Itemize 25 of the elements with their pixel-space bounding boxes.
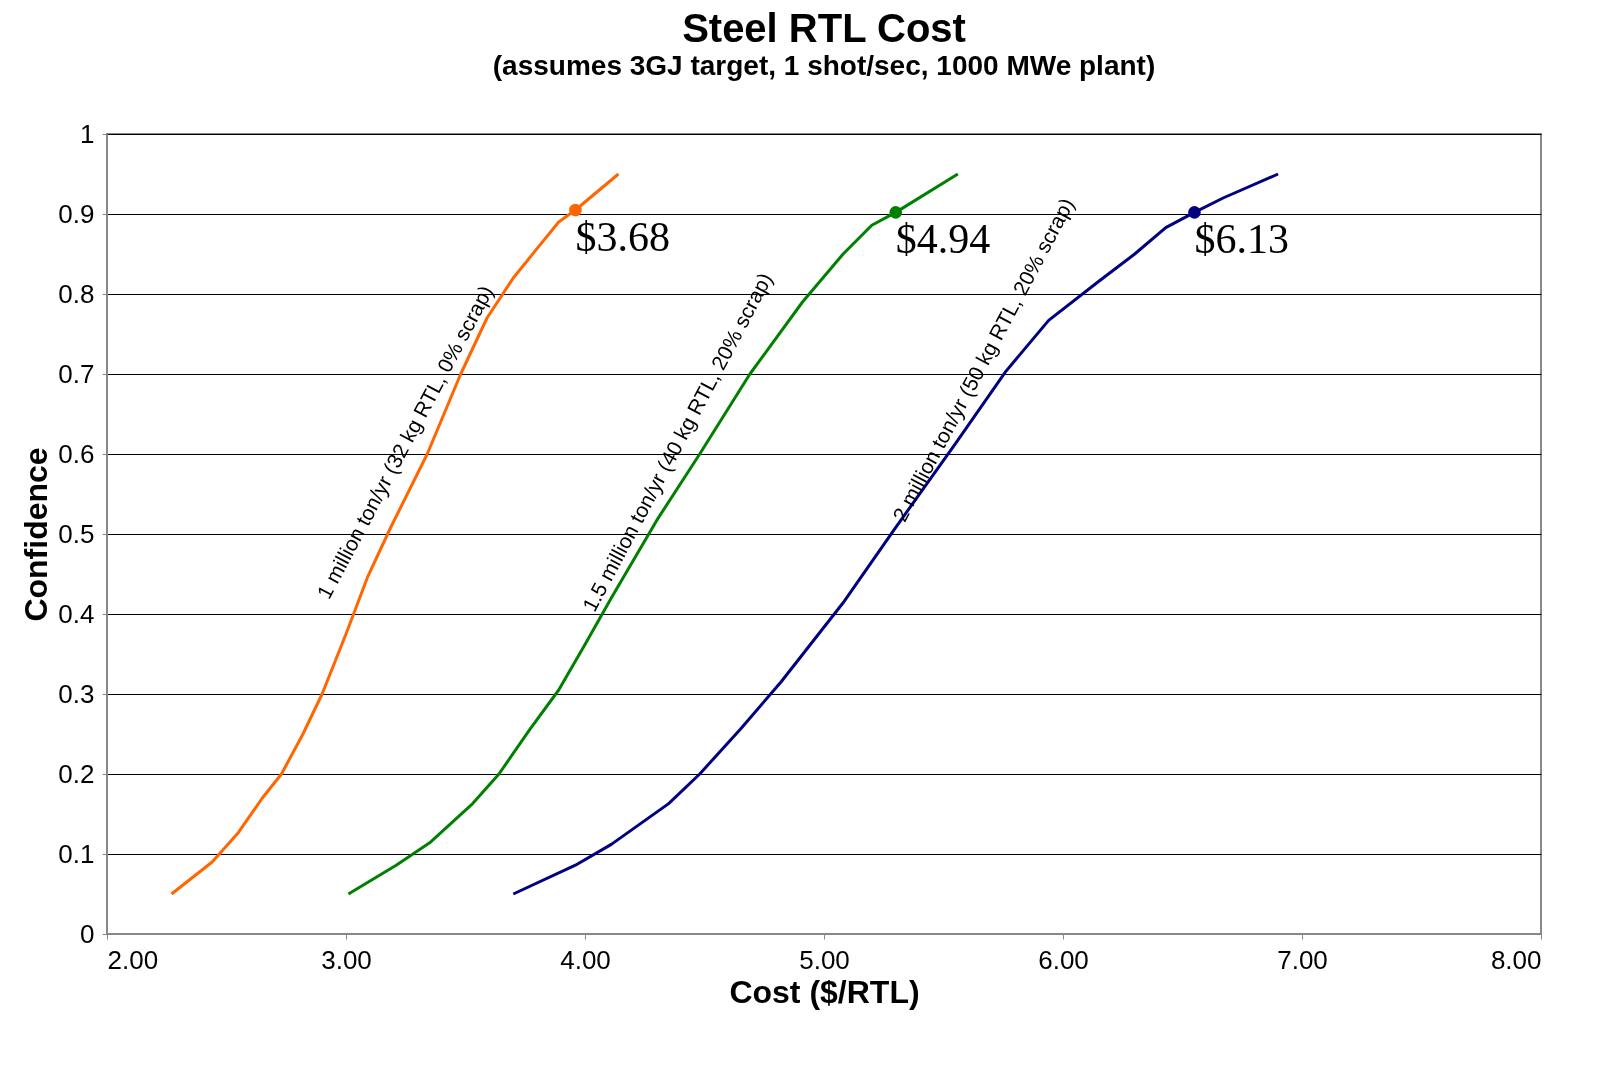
y-tick-label: 1 xyxy=(80,118,95,149)
y-tick-label: 0.9 xyxy=(58,198,95,229)
x-tick-label: 4.00 xyxy=(560,944,611,975)
y-tick-label: 0.1 xyxy=(58,838,95,869)
chart-title: Steel RTL Cost xyxy=(682,6,966,50)
y-tick-label: 0.4 xyxy=(58,598,95,629)
y-tick-label: 0.5 xyxy=(58,518,95,549)
chart-subtitle: (assumes 3GJ target, 1 shot/sec, 1000 MWe plant) xyxy=(492,50,1156,81)
y-axis-title: Confidence xyxy=(18,447,55,622)
annotation: $3.68 xyxy=(575,214,670,260)
x-axis-title: Cost ($/RTL) xyxy=(729,973,920,1010)
y-tick-label: 0.2 xyxy=(58,758,95,789)
y-tick-label: 0 xyxy=(80,918,95,949)
x-tick-label: 6.00 xyxy=(1038,944,1089,975)
y-tick-label: 0.3 xyxy=(58,678,95,709)
x-tick-label: 3.00 xyxy=(321,944,372,975)
x-tick-label: 8.00 xyxy=(1490,944,1542,975)
y-tick-label: 0.6 xyxy=(58,438,95,469)
x-tick-label: 2.00 xyxy=(107,944,159,975)
annotation: $6.13 xyxy=(1194,216,1289,263)
x-tick-label: 7.00 xyxy=(1277,944,1328,975)
y-tick-label: 0.7 xyxy=(58,358,95,389)
annotation: $4.94 xyxy=(895,216,991,263)
x-tick-label: 5.00 xyxy=(799,944,850,975)
y-tick-label: 0.8 xyxy=(58,278,95,309)
